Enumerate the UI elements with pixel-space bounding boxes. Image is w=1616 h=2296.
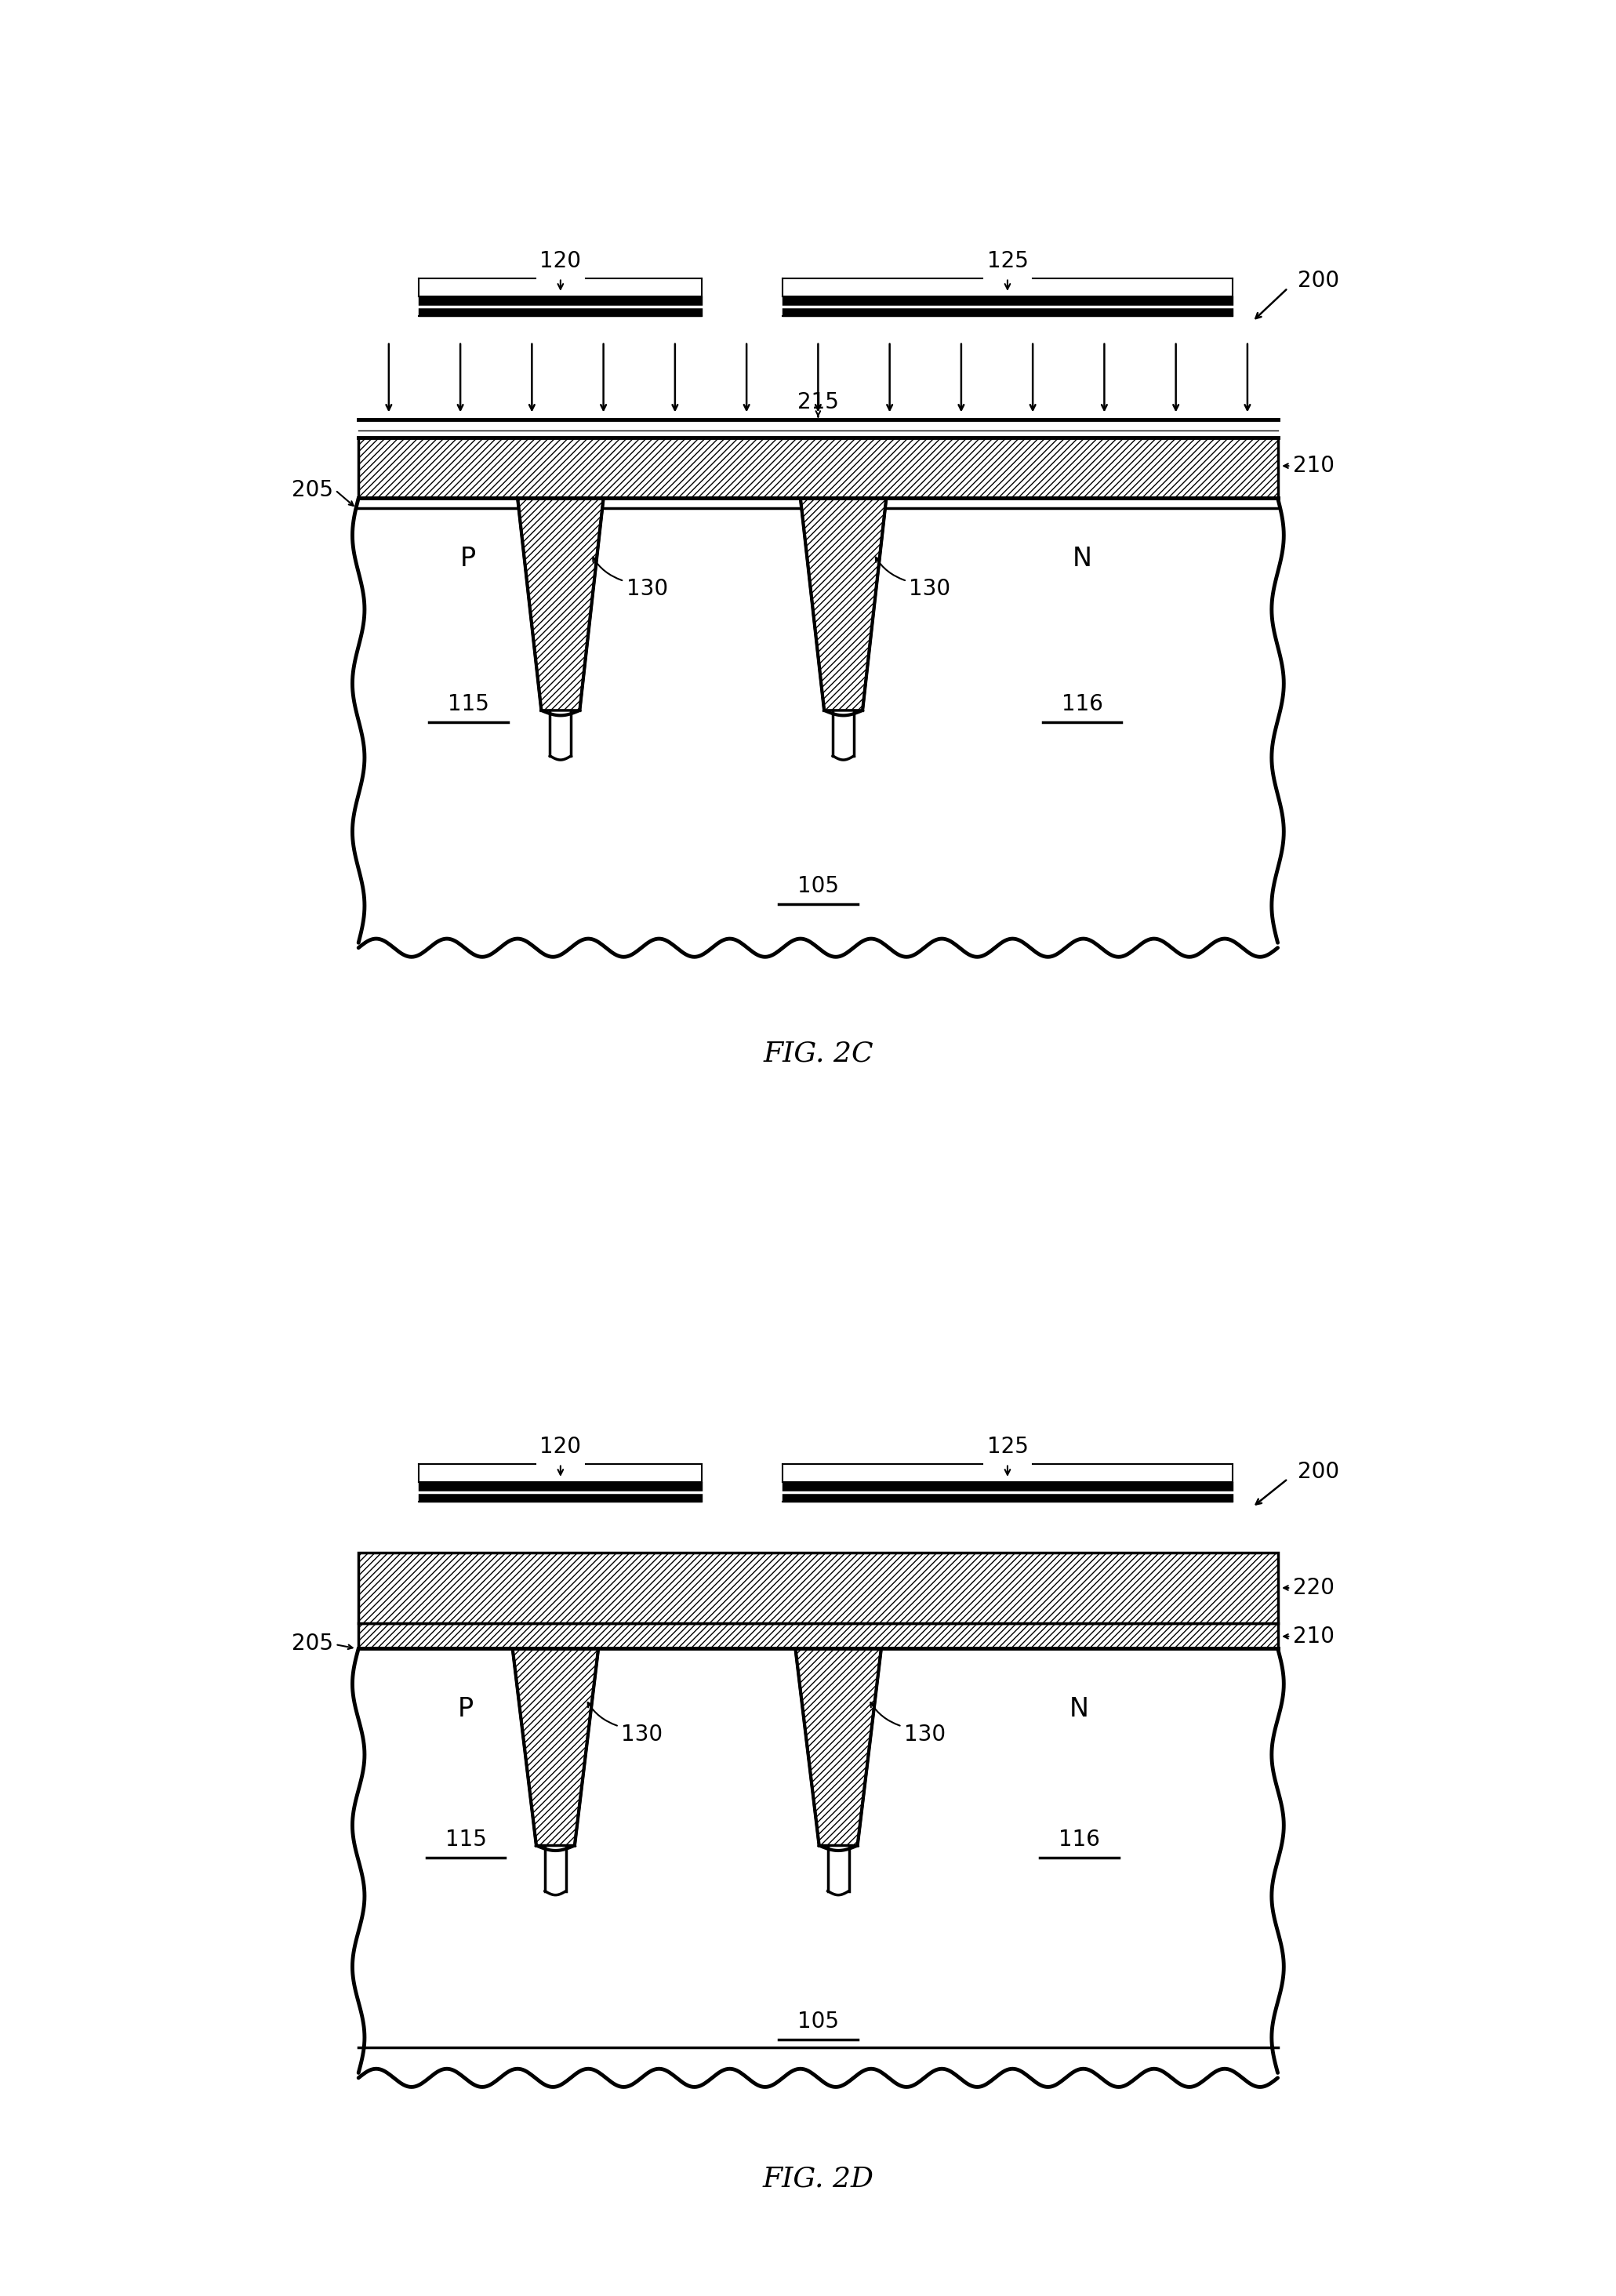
Text: 115: 115: [448, 693, 490, 716]
Bar: [359, 1649, 1278, 2048]
Text: 130: 130: [625, 579, 667, 599]
Text: 210: 210: [1293, 1626, 1335, 1649]
Text: 130: 130: [910, 579, 950, 599]
Text: 116: 116: [1062, 693, 1102, 716]
Text: 105: 105: [797, 2011, 839, 2032]
Polygon shape: [800, 498, 886, 709]
Polygon shape: [517, 498, 603, 709]
Text: 215: 215: [797, 390, 839, 413]
Text: 220: 220: [1293, 1577, 1335, 1598]
Text: P: P: [461, 546, 477, 572]
Text: 125: 125: [987, 1435, 1028, 1458]
Text: 130: 130: [621, 1724, 663, 1745]
Bar: [359, 498, 1278, 948]
Text: 205: 205: [291, 1632, 333, 1655]
Bar: [359, 1552, 1278, 1623]
Bar: [359, 439, 1278, 498]
Text: 116: 116: [1058, 1828, 1100, 1851]
Text: 120: 120: [540, 1435, 582, 1458]
Text: FIG. 2D: FIG. 2D: [763, 2165, 874, 2193]
Text: 115: 115: [444, 1828, 486, 1851]
Text: N: N: [1071, 546, 1092, 572]
Text: N: N: [1070, 1697, 1089, 1722]
Text: 125: 125: [987, 250, 1028, 271]
Text: 105: 105: [797, 875, 839, 898]
Bar: [359, 1623, 1278, 1649]
Text: 120: 120: [540, 250, 582, 271]
Text: 200: 200: [1298, 1460, 1340, 1483]
Text: 200: 200: [1298, 271, 1340, 292]
Text: 130: 130: [903, 1724, 945, 1745]
Polygon shape: [795, 1649, 881, 1846]
Polygon shape: [512, 1649, 598, 1846]
Text: 210: 210: [1293, 455, 1335, 478]
Text: 205: 205: [291, 480, 333, 501]
Text: FIG. 2C: FIG. 2C: [763, 1040, 873, 1068]
Text: P: P: [457, 1697, 473, 1722]
